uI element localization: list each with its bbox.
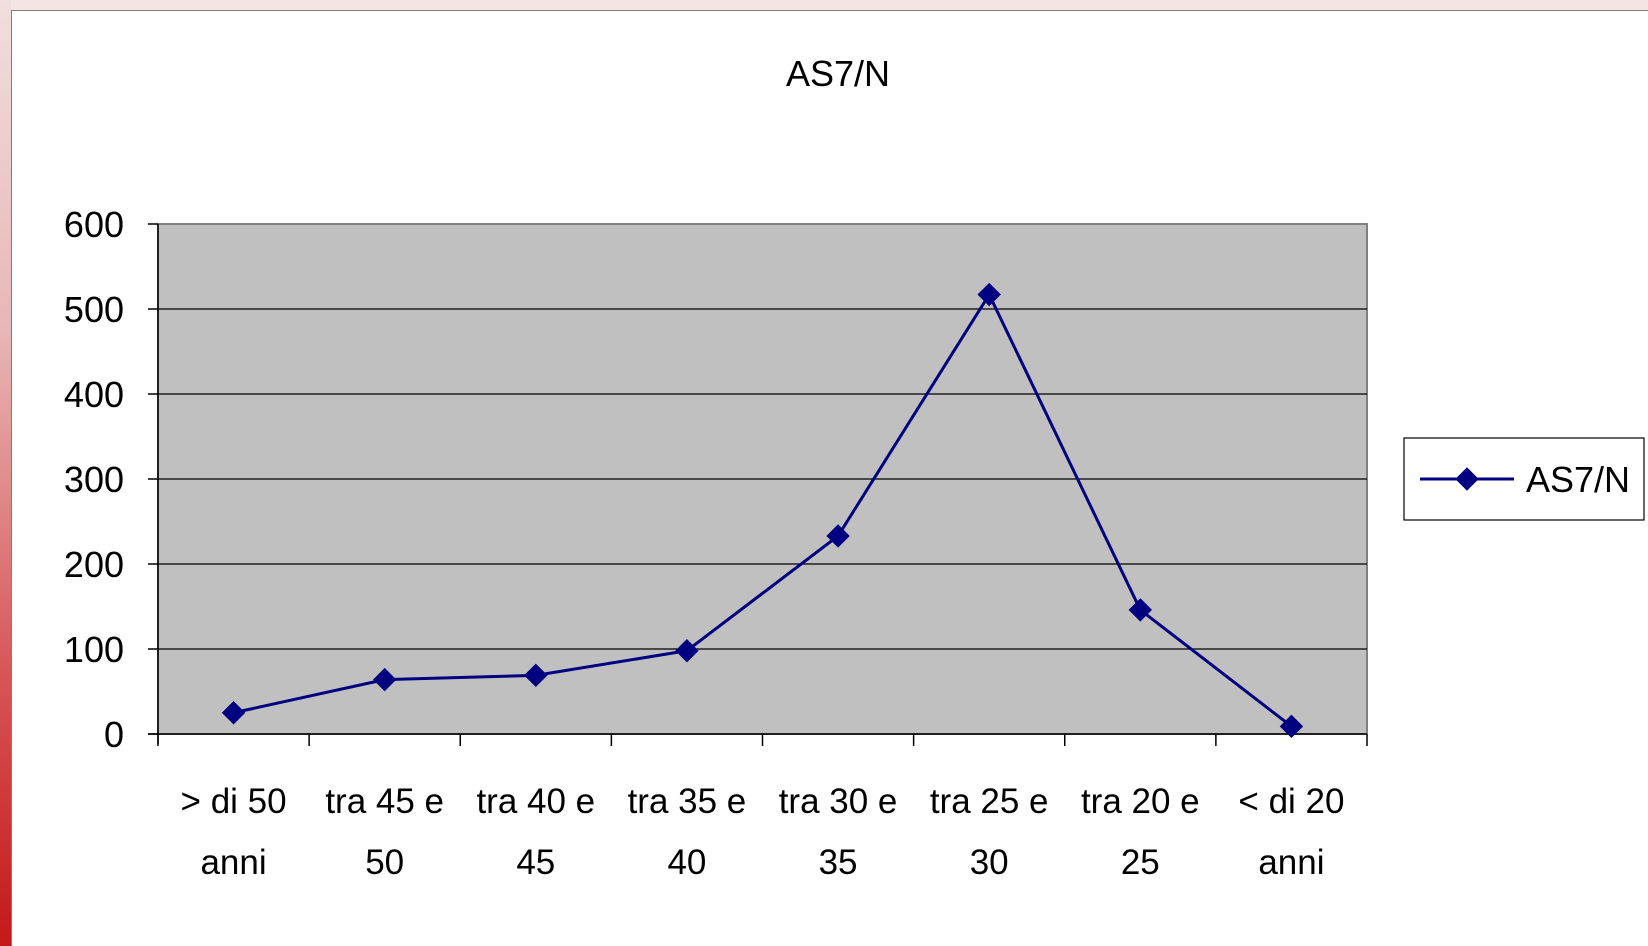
x-tick-label: tra 45 e [325,782,444,821]
x-tick-label: > di 50 [181,782,287,821]
x-tick-label: tra 25 e [930,782,1049,821]
x-tick-label: anni [200,843,266,882]
x-tick-label: tra 30 e [779,782,898,821]
data-point [675,638,699,663]
x-tick-label: 40 [667,843,706,882]
slide-side-strip [0,0,11,946]
plot-area: 0 100 200 300 400 500 600 > di 50 anni tra 45 e 50… [64,204,1368,882]
data-point [1279,714,1304,739]
x-tick-label: 30 [970,843,1009,882]
x-tick-label: tra 20 e [1081,782,1200,821]
x-tick-label: 35 [819,843,858,882]
x-tick-label: 45 [516,843,555,882]
data-point [826,524,850,548]
y-tick-label: 0 [104,714,124,755]
y-tick-label: 100 [64,629,124,670]
y-tick-label: 200 [64,544,124,585]
legend-marker [1455,467,1479,491]
legend-label: AS7/N [1526,459,1630,500]
x-tick-label: < di 20 [1238,782,1344,821]
data-point [1128,598,1153,622]
x-tick-label: 50 [365,843,404,882]
data-point [524,663,548,688]
data-point [221,701,246,725]
y-tick-label: 500 [64,289,124,330]
data-point [977,282,1001,307]
chart-title: AS7/N [786,53,890,94]
y-tick-label: 600 [64,204,124,245]
x-tick-label: tra 35 e [628,782,747,821]
series-line [233,291,1293,728]
x-tick-label: anni [1258,843,1324,882]
x-tick-label: 25 [1121,843,1160,882]
data-point [372,667,397,692]
y-tick-label: 400 [64,374,124,415]
x-tick-label: tra 40 e [476,782,595,821]
y-tick-label: 300 [64,459,124,500]
legend: AS7/N [1403,437,1645,521]
